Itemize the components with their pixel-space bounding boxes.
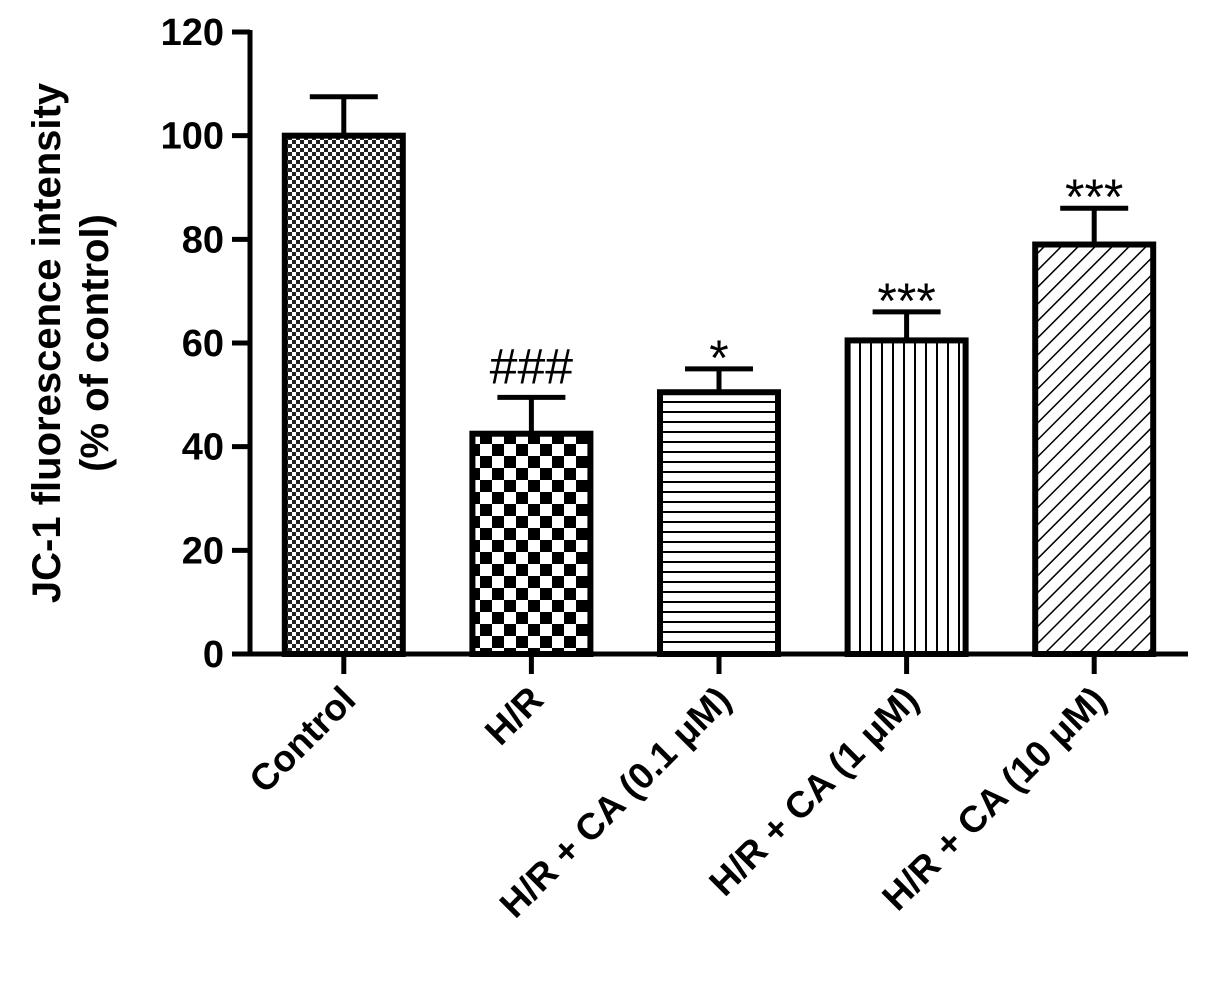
y-tick-label: 60 (182, 323, 224, 365)
bar (281, 132, 406, 657)
y-axis-title-line-2: (% of control) (73, 214, 117, 472)
y-axis-title-line-1: JC-1 fluorescence intensity (25, 82, 69, 603)
y-tick-label: 120 (161, 12, 224, 54)
bar (469, 430, 594, 658)
y-axis-title: JC-1 fluorescence intensity (% of contro… (25, 82, 117, 603)
significance-label: ### (490, 338, 574, 394)
y-axis: 0 20 40 60 80 100 120 (161, 12, 253, 676)
bars: ### ******* (281, 94, 1157, 658)
bar (657, 389, 781, 657)
y-tick-label: 80 (182, 219, 224, 261)
y-tick-label: 40 (182, 427, 224, 469)
x-category-label: Control (241, 679, 363, 801)
y-tick-label: 20 (182, 530, 224, 572)
significance-label: * (709, 330, 728, 386)
y-tick-label: 0 (203, 634, 224, 676)
y-tick-label: 100 (161, 116, 224, 158)
x-axis: Control H/RH/R + CA (0.1 μM)H/R + CA (1 μ… (241, 651, 1188, 925)
bar (844, 337, 969, 657)
bar (1032, 241, 1157, 657)
significance-label: *** (877, 273, 935, 329)
x-category-label: H/R (477, 679, 551, 753)
significance-label: *** (1065, 169, 1123, 225)
